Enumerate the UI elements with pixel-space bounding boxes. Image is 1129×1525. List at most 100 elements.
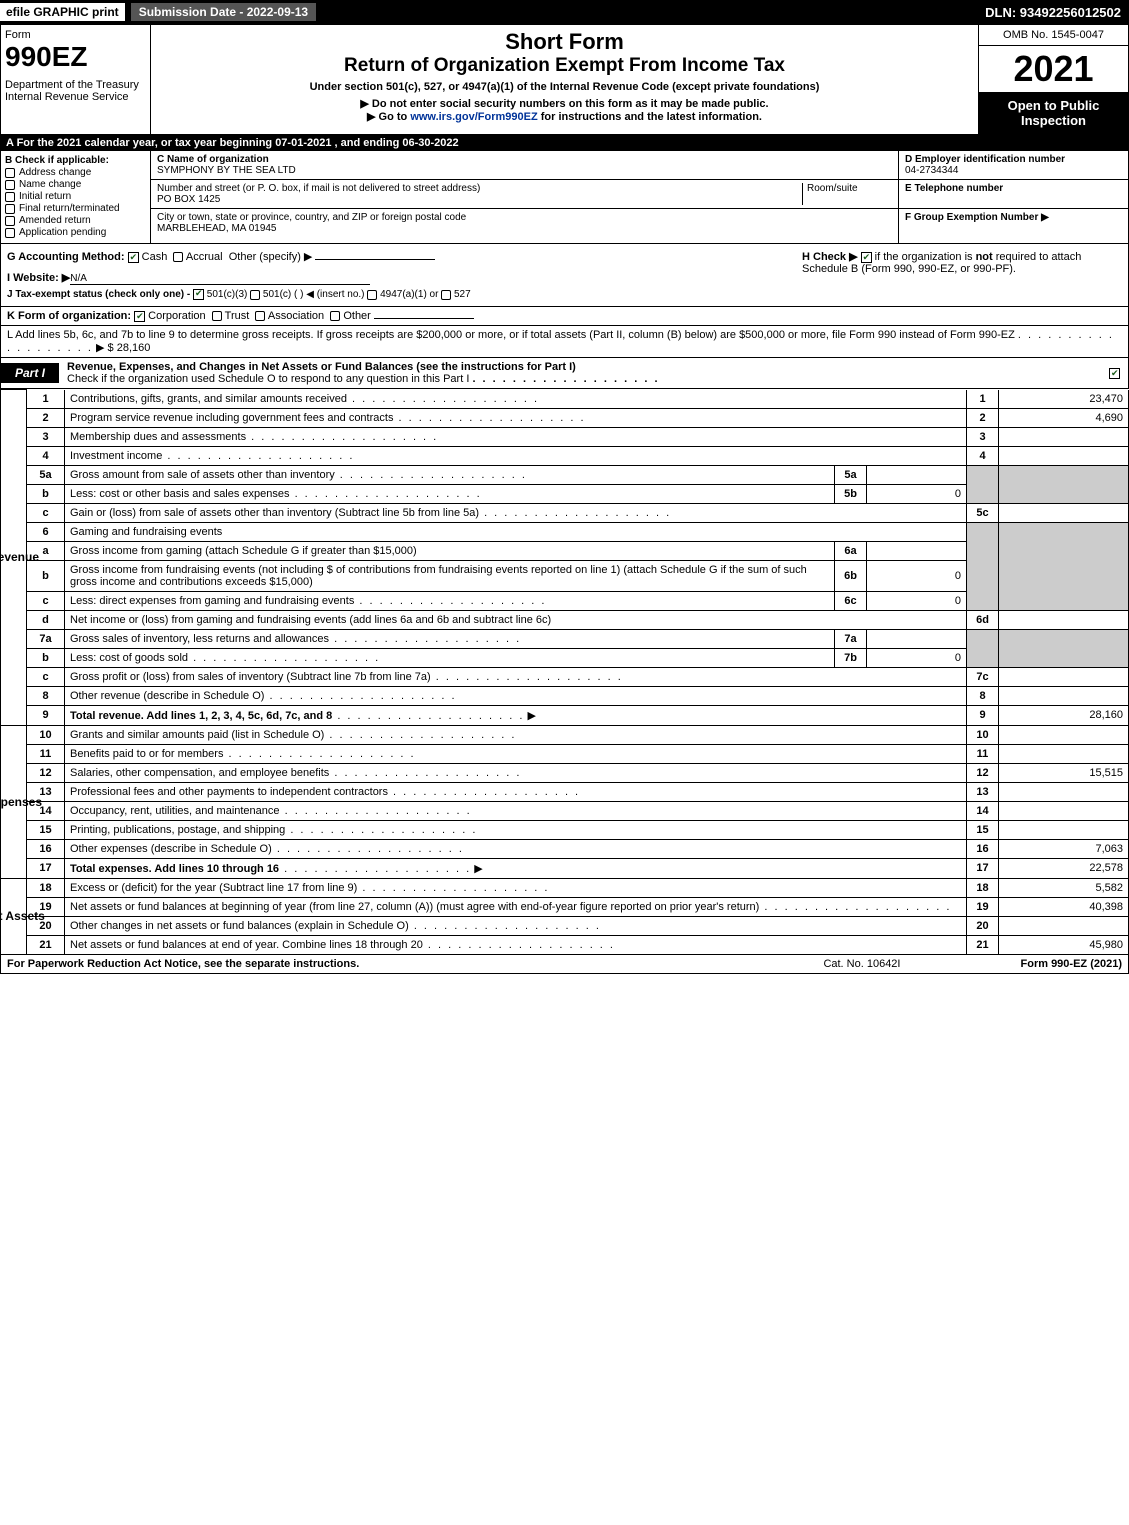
header-left: Form 990EZ Department of the Treasury In… [1,25,151,134]
line-6: 6Gaming and fundraising events [1,522,1129,541]
efile-print-label[interactable]: efile GRAPHIC print [0,3,125,21]
other-specify-input[interactable] [315,259,435,260]
line-2: 2Program service revenue including gover… [1,408,1129,427]
amended-return-label: Amended return [19,215,91,226]
line-7c: cGross profit or (loss) from sales of in… [1,667,1129,686]
line-17: 17Total expenses. Add lines 10 through 1… [1,858,1129,878]
netassets-section-label: Net Assets [1,878,27,954]
line-14: 14Occupancy, rent, utilities, and mainte… [1,801,1129,820]
name-change-checkbox[interactable] [5,180,15,190]
trust-checkbox[interactable] [212,311,222,321]
part-1-header: Part I Revenue, Expenses, and Changes in… [0,358,1129,389]
street-value: PO BOX 1425 [157,194,220,205]
header-center: Short Form Return of Organization Exempt… [151,25,978,134]
section-k: K Form of organization: Corporation Trus… [0,307,1129,326]
association-checkbox[interactable] [255,311,265,321]
city-value: MARBLEHEAD, MA 01945 [157,223,277,234]
dln-number: DLN: 93492256012502 [977,3,1129,22]
city-label: City or town, state or province, country… [157,212,466,223]
cash-label: Cash [142,251,168,263]
application-pending-checkbox[interactable] [5,228,15,238]
name-change-label: Name change [19,179,81,190]
paperwork-notice: For Paperwork Reduction Act Notice, see … [7,958,359,970]
street-label: Number and street (or P. O. box, if mail… [157,183,480,194]
line-20: 20Other changes in net assets or fund ba… [1,916,1129,935]
open-inspection-badge: Open to Public Inspection [979,92,1128,134]
section-l: L Add lines 5b, 6c, and 7b to line 9 to … [0,326,1129,358]
website-label: I Website: ▶ [7,272,70,284]
corporation-checkbox[interactable] [134,311,145,322]
501c-label: 501(c) ( ) ◀ (insert no.) [263,289,365,300]
top-bar: efile GRAPHIC print Submission Date - 20… [0,0,1129,24]
line-1: Revenue 1 Contributions, gifts, grants, … [1,390,1129,409]
address-change-checkbox[interactable] [5,168,15,178]
cat-number: Cat. No. 10642I [823,958,900,970]
form-number: 990EZ [5,41,146,73]
revenue-section-label: Revenue [1,390,27,726]
part-1-title: Revenue, Expenses, and Changes in Net As… [59,358,1101,388]
4947-checkbox[interactable] [367,290,377,300]
section-b: B Check if applicable: Address change Na… [1,151,151,243]
gross-receipts-value: $ 28,160 [108,342,151,354]
tax-exempt-label: J Tax-exempt status (check only one) - [7,289,190,300]
4947-label: 4947(a)(1) or [380,289,438,300]
org-name-value: SYMPHONY BY THE SEA LTD [157,165,296,176]
org-name-label: C Name of organization [157,154,269,165]
501c3-checkbox[interactable] [193,289,204,300]
schedule-o-checkbox[interactable] [1109,368,1120,379]
line-5a: 5aGross amount from sale of assets other… [1,465,1129,484]
line-7b: bLess: cost of goods sold7b0 [1,648,1129,667]
form-title: Return of Organization Exempt From Incom… [155,55,974,77]
gross-receipts-text: L Add lines 5b, 6c, and 7b to line 9 to … [7,329,1015,341]
line-12: 12Salaries, other compensation, and empl… [1,763,1129,782]
other-org-checkbox[interactable] [330,311,340,321]
line-4: 4Investment income4 [1,446,1129,465]
line-6a: aGross income from gaming (attach Schedu… [1,541,1129,560]
accrual-checkbox[interactable] [173,252,183,262]
line-19: 19Net assets or fund balances at beginni… [1,897,1129,916]
line-3: 3Membership dues and assessments3 [1,427,1129,446]
form-subtitle: Under section 501(c), 527, or 4947(a)(1)… [155,81,974,93]
accounting-method-label: G Accounting Method: [7,251,125,263]
schedule-o-check-text: Check if the organization used Schedule … [67,373,469,385]
form-org-label: K Form of organization: [7,310,131,322]
line-11: 11Benefits paid to or for members11 [1,744,1129,763]
page-footer: For Paperwork Reduction Act Notice, see … [0,955,1129,974]
amended-return-checkbox[interactable] [5,216,15,226]
part-1-label: Part I [1,363,59,383]
section-def: D Employer identification number 04-2734… [898,151,1128,243]
final-return-checkbox[interactable] [5,204,15,214]
other-org-input[interactable] [374,318,474,319]
other-org-label: Other [343,310,371,322]
other-specify-label: Other (specify) ▶ [229,251,313,263]
line-13: 13Professional fees and other payments t… [1,782,1129,801]
line-16: 16Other expenses (describe in Schedule O… [1,839,1129,858]
check-applicable-label: B Check if applicable: [5,155,146,166]
tax-year: 2021 [979,46,1128,92]
ein-label: D Employer identification number [905,154,1065,165]
sections-ghij: G Accounting Method: Cash Accrual Other … [0,244,1129,307]
initial-return-label: Initial return [19,191,71,202]
ein-value: 04-2734344 [905,165,958,176]
instructions-link-row: ▶ Go to www.irs.gov/Form990EZ for instru… [155,110,974,123]
cash-checkbox[interactable] [128,252,139,263]
form-footer-label: Form 990-EZ (2021) [1021,958,1123,970]
form-label: Form [5,29,146,41]
schedule-b-checkbox[interactable] [861,252,872,263]
group-exemption-label: F Group Exemption Number ▶ [905,212,1049,223]
header-right: OMB No. 1545-0047 2021 Open to Public In… [978,25,1128,134]
section-a-tax-year: A For the 2021 calendar year, or tax yea… [0,135,1129,151]
line-9: 9Total revenue. Add lines 1, 2, 3, 4, 5c… [1,705,1129,725]
telephone-label: E Telephone number [905,183,1003,194]
irs-link[interactable]: www.irs.gov/Form990EZ [410,111,537,123]
line-5c: cGain or (loss) from sale of assets othe… [1,503,1129,522]
501c3-label: 501(c)(3) [207,289,248,300]
corporation-label: Corporation [148,310,205,322]
initial-return-checkbox[interactable] [5,192,15,202]
line-21: 21Net assets or fund balances at end of … [1,935,1129,954]
527-checkbox[interactable] [441,290,451,300]
part-1-table: Revenue 1 Contributions, gifts, grants, … [0,389,1129,955]
final-return-label: Final return/terminated [19,203,120,214]
line-10: Expenses 10Grants and similar amounts pa… [1,725,1129,744]
501c-checkbox[interactable] [250,290,260,300]
